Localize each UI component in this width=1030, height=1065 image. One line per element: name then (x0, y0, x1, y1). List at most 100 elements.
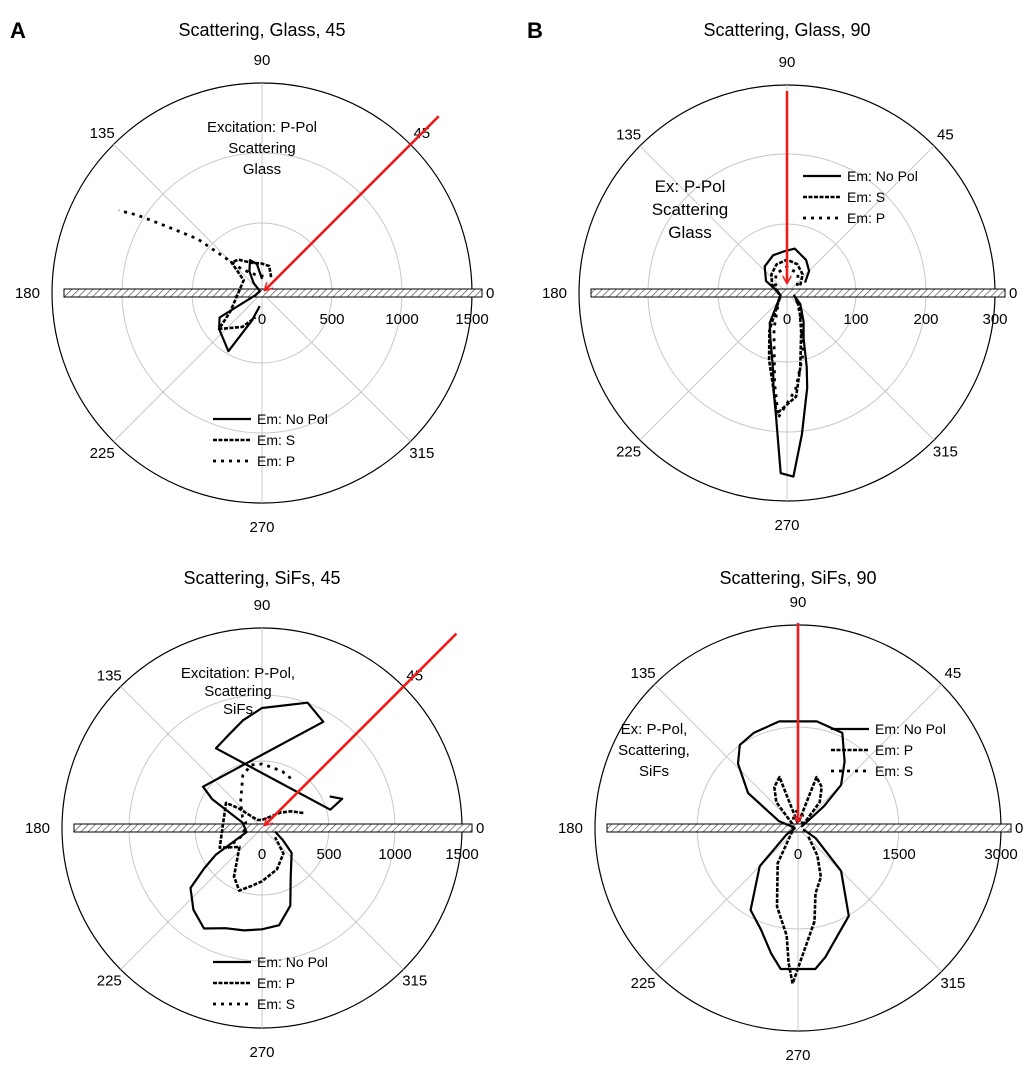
angle-label: 315 (933, 443, 958, 460)
annotation-line: SiFs (639, 763, 669, 780)
angle-label: 180 (25, 820, 50, 837)
angle-label: 90 (790, 594, 807, 611)
grid-spoke (639, 292, 788, 441)
angle-label: 0 (1015, 820, 1023, 837)
angle-label: 135 (97, 667, 122, 684)
grid-spoke (120, 686, 263, 829)
angle-label: 90 (254, 597, 271, 614)
annotation-line: Scattering (652, 200, 729, 219)
radial-tick-label: 300 (982, 311, 1007, 328)
panel-label-b: B (527, 18, 543, 43)
angle-label: 225 (97, 973, 122, 990)
grid-spoke (797, 827, 942, 972)
legend-label: Em: S (847, 189, 885, 205)
panel-label-a: A (10, 18, 26, 43)
series-line (226, 762, 292, 850)
annotation-line: Excitation: P-Pol, (181, 665, 295, 682)
angle-label: 225 (90, 445, 115, 462)
radial-tick-label: 1500 (882, 846, 915, 863)
angle-label: 90 (779, 54, 796, 71)
chart-title: Scattering, Glass, 90 (703, 20, 870, 40)
annotation-line: Scattering (228, 140, 296, 157)
angle-label: 0 (1009, 285, 1017, 302)
annotation-line: Glass (243, 161, 281, 178)
radial-tick-label: 0 (783, 311, 791, 328)
excitation-arrow (265, 632, 458, 826)
series-line (189, 701, 344, 932)
angle-label: 0 (486, 285, 494, 302)
chart-title: Scattering, Glass, 45 (178, 20, 345, 40)
grid-spoke (261, 292, 411, 442)
radial-tick-label: 1500 (445, 846, 478, 863)
polar-panel-glass-45: Scattering, Glass, 459045013518022527031… (15, 20, 494, 536)
series-line (767, 258, 804, 416)
angle-label: 45 (945, 665, 962, 682)
grid-spoke (113, 144, 263, 294)
grid-spoke (654, 827, 799, 972)
series-line (792, 809, 804, 825)
radial-tick-label: 0 (794, 846, 802, 863)
annotation-line: Scattering, (618, 742, 690, 759)
annotation-line: Ex: P-Pol (655, 177, 726, 196)
angle-label: 90 (254, 52, 271, 69)
angle-label: 270 (785, 1047, 810, 1064)
series-line (772, 775, 824, 985)
legend-label: Em: P (257, 975, 295, 991)
radial-tick-label: 1000 (378, 846, 411, 863)
polar-panel-sifs-90: Scattering, SiFs, 90 90 45 0 135 180 225 270 315… (558, 568, 1023, 1064)
radial-tick-label: 0 (258, 311, 266, 328)
radial-tick-label: 100 (843, 311, 868, 328)
radial-tick-label: 3000 (984, 846, 1017, 863)
grid-spoke (797, 684, 942, 829)
grid-spoke (113, 292, 263, 442)
annotation-line: Scattering (204, 683, 272, 700)
legend-label: Em: P (875, 742, 913, 758)
legend-label: Em: No Pol (257, 411, 328, 427)
angle-label: 45 (937, 127, 954, 144)
angle-label: 270 (249, 519, 274, 536)
series-line (118, 209, 264, 278)
chart-title: Scattering, SiFs, 45 (183, 568, 340, 588)
grid-spoke (786, 145, 935, 294)
annotation-line: Glass (668, 223, 711, 242)
angle-label: 225 (616, 443, 641, 460)
angle-label: 180 (558, 820, 583, 837)
angle-label: 225 (631, 975, 656, 992)
legend-label: Em: P (257, 453, 295, 469)
angle-label: 180 (15, 285, 40, 302)
series-line (218, 259, 264, 353)
excitation-arrow (265, 115, 440, 290)
series-line (736, 720, 850, 971)
glass-slide (590, 288, 1006, 298)
angle-label: 315 (940, 975, 965, 992)
angle-label: 135 (631, 665, 656, 682)
polar-panel-sifs-45: Scattering, SiFs, 4590450135180225270315… (25, 568, 484, 1061)
angle-label: 180 (542, 285, 567, 302)
glass-slide (63, 288, 483, 298)
angle-label: 135 (616, 127, 641, 144)
angle-label: 0 (476, 820, 484, 837)
radial-tick-label: 0 (258, 846, 266, 863)
annotation-line: Ex: P-Pol, (621, 721, 688, 738)
polar-panel-glass-90: Scattering, Glass, 90 90 45 0 135 180 225 270 31… (542, 20, 1017, 534)
angle-label: 315 (409, 445, 434, 462)
angle-label: 315 (402, 973, 427, 990)
angle-label: 270 (774, 517, 799, 534)
glass-slide (606, 823, 1012, 833)
legend-label: Em: No Pol (847, 168, 918, 184)
series-line (763, 247, 811, 478)
glass-slide (73, 823, 473, 833)
grid-spoke (261, 827, 404, 970)
legend-label: Em: No Pol (875, 721, 946, 737)
legend-label: Em: P (847, 210, 885, 226)
radial-tick-label: 200 (913, 311, 938, 328)
angle-label: 135 (90, 125, 115, 142)
radial-tick-label: 1500 (455, 311, 488, 328)
series-line (218, 801, 304, 892)
series-line (217, 258, 273, 331)
legend-label: Em: S (257, 432, 295, 448)
radial-tick-label: 500 (316, 846, 341, 863)
chart-title: Scattering, SiFs, 90 (719, 568, 876, 588)
radial-tick-label: 500 (319, 311, 344, 328)
